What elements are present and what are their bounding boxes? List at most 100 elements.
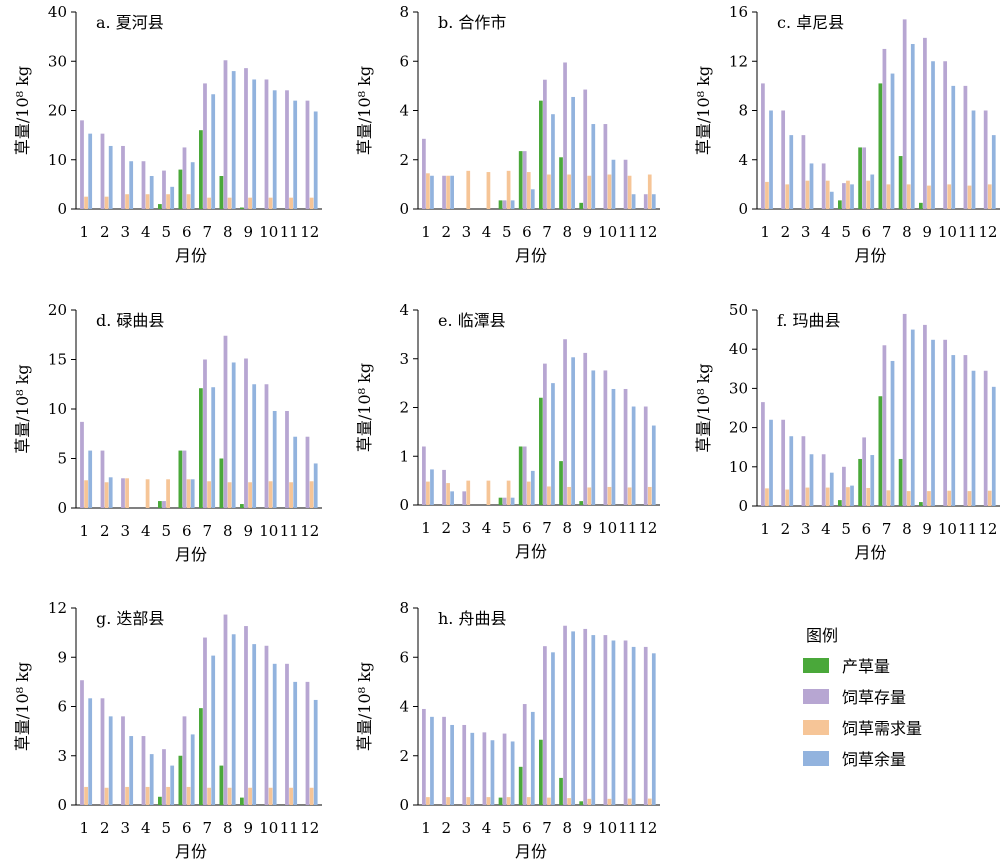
bar-storage — [862, 437, 867, 506]
bar-surplus — [149, 754, 154, 805]
legend: 图例 产草量 饲草存量 饲草需求量 饲草余量 — [803, 626, 922, 769]
legend-item-surplus: 饲草余量 — [803, 750, 906, 769]
x-tick-label: 3 — [120, 223, 130, 241]
x-tick-label: 7 — [542, 223, 552, 241]
bar-storage — [422, 708, 426, 805]
bar-production — [498, 797, 503, 805]
bar-surplus — [211, 387, 216, 508]
bar-surplus — [991, 135, 996, 209]
bar-production — [158, 501, 162, 508]
bar-storage — [305, 100, 310, 209]
bar-storage — [462, 491, 467, 505]
y-tick-label: 0 — [738, 200, 748, 218]
bar-demand — [627, 487, 632, 505]
x-tick-label: 7 — [542, 819, 552, 837]
bar-demand — [426, 797, 430, 805]
bar-storage — [422, 138, 426, 209]
legend-label-storage: 饲草存量 — [842, 688, 906, 707]
y-tick-label: 4 — [399, 301, 409, 319]
x-tick-label: 3 — [120, 819, 130, 837]
y-tick-label: 10 — [48, 151, 67, 169]
bar-demand — [607, 174, 612, 209]
bar-surplus — [108, 716, 113, 805]
x-tick-label: 11 — [958, 520, 977, 538]
x-tick-label: 8 — [223, 522, 233, 540]
x-tick-label: 10 — [259, 522, 278, 540]
bar-demand — [627, 175, 632, 209]
bar-storage — [121, 478, 125, 508]
y-tick-label: 20 — [48, 301, 67, 319]
bar-production — [518, 446, 523, 505]
y-tick-label: 6 — [57, 698, 67, 716]
x-tick-label: 1 — [760, 223, 770, 241]
bar-demand — [207, 481, 211, 508]
panel-title: g. 迭部县 — [96, 609, 164, 628]
bar-demand — [526, 797, 531, 805]
x-tick-label: 1 — [760, 520, 770, 538]
bar-demand — [289, 197, 293, 209]
bar-storage — [923, 37, 927, 210]
x-axis-label: 月份 — [175, 246, 207, 265]
x-tick-label: 1 — [79, 819, 89, 837]
x-axis-label: 月份 — [515, 246, 547, 265]
x-tick-label: 12 — [638, 223, 657, 241]
bar-surplus — [829, 191, 834, 209]
bar-storage — [264, 384, 269, 508]
bar-production — [838, 500, 842, 506]
bar-surplus — [490, 740, 495, 805]
y-tick-label: 20 — [729, 419, 748, 437]
x-tick-label: 10 — [598, 223, 617, 241]
x-tick-label: 8 — [223, 223, 233, 241]
bar-surplus — [931, 61, 935, 209]
bar-production — [878, 396, 883, 506]
bar-surplus — [211, 94, 216, 209]
bar-surplus — [252, 644, 257, 805]
y-tick-label: 0 — [399, 496, 409, 514]
x-tick-label: 9 — [243, 223, 253, 241]
x-tick-label: 1 — [79, 223, 89, 241]
x-axis-label: 月份 — [515, 842, 547, 861]
x-tick-label: 10 — [598, 819, 617, 837]
bar-production — [498, 200, 503, 209]
x-tick-label: 6 — [522, 519, 532, 537]
bar-surplus — [870, 174, 875, 209]
bar-surplus — [910, 44, 915, 210]
x-tick-label: 5 — [841, 520, 851, 538]
panel-title: a. 夏河县 — [96, 13, 164, 32]
bar-storage — [963, 85, 968, 209]
bar-production — [219, 458, 224, 508]
bar-production — [178, 169, 183, 209]
panel-title: f. 玛曲县 — [777, 311, 841, 330]
bar-production — [219, 765, 224, 805]
panel-title: b. 合作市 — [438, 13, 506, 32]
bar-storage — [781, 110, 786, 209]
bar-surplus — [809, 163, 814, 209]
bar-storage — [821, 454, 826, 506]
bar-demand — [446, 797, 450, 805]
x-tick-label: 3 — [462, 519, 472, 537]
y-tick-label: 3 — [399, 350, 409, 368]
bar-storage — [182, 716, 187, 805]
bar-surplus — [890, 360, 895, 506]
bar-demand — [647, 174, 652, 209]
bar-storage — [563, 625, 567, 805]
x-tick-label: 8 — [562, 223, 572, 241]
bar-surplus — [551, 383, 555, 505]
bar-production — [219, 176, 224, 209]
bar-surplus — [129, 161, 134, 209]
bar-surplus — [231, 362, 236, 508]
y-tick-label: 40 — [48, 3, 67, 21]
bar-storage — [223, 60, 228, 209]
y-tick-label: 9 — [57, 648, 67, 666]
bar-production — [579, 202, 584, 209]
bar-storage — [862, 147, 867, 209]
legend-item-storage: 饲草存量 — [803, 688, 906, 707]
bar-storage — [522, 446, 527, 505]
x-tick-label: 1 — [421, 819, 431, 837]
bar-surplus — [88, 133, 93, 209]
y-tick-label: 4 — [738, 151, 748, 169]
